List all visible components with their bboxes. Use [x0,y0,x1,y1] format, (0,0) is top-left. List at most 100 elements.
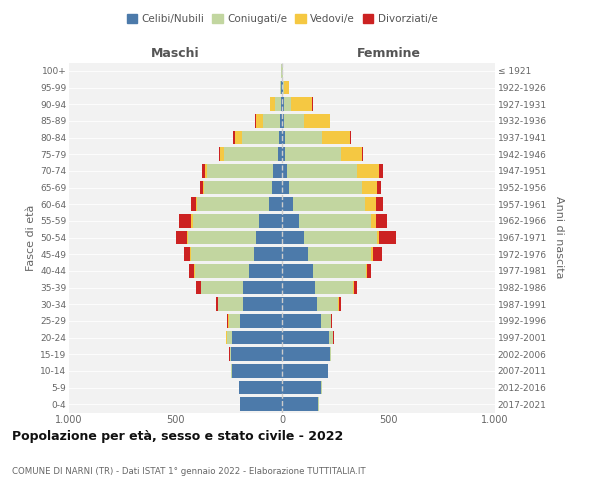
Bar [379,164,383,177]
Bar [256,114,263,128]
Bar [190,248,191,261]
Y-axis label: Anni di nascita: Anni di nascita [554,196,564,278]
Bar [241,314,282,328]
Bar [282,198,293,211]
Bar [281,98,282,111]
Bar [282,264,313,278]
Bar [242,280,282,294]
Bar [304,114,330,128]
Bar [232,364,282,378]
Bar [219,148,220,161]
Legend: Celibi/Nubili, Coniugati/e, Vedovi/e, Divorziati/e: Celibi/Nubili, Coniugati/e, Vedovi/e, Di… [122,10,442,29]
Bar [282,230,304,244]
Bar [282,298,317,311]
Bar [282,280,315,294]
Bar [281,80,282,94]
Bar [282,398,318,411]
Bar [275,98,281,111]
Bar [376,214,388,228]
Bar [313,264,366,278]
Bar [230,348,231,361]
Bar [289,180,362,194]
Bar [179,214,191,228]
Bar [282,180,289,194]
Bar [175,230,187,244]
Bar [282,330,329,344]
Bar [331,314,332,328]
Bar [284,80,289,94]
Bar [282,380,322,394]
Bar [284,114,304,128]
Bar [194,264,249,278]
Bar [322,314,331,328]
Bar [329,330,333,344]
Bar [293,198,365,211]
Bar [279,130,282,144]
Bar [282,164,287,177]
Bar [282,314,322,328]
Bar [216,298,218,311]
Bar [291,98,313,111]
Y-axis label: Fasce di età: Fasce di età [26,204,36,270]
Bar [299,214,371,228]
Bar [241,398,282,411]
Bar [365,198,376,211]
Bar [231,348,282,361]
Bar [367,264,371,278]
Bar [235,130,242,144]
Bar [203,180,204,194]
Bar [242,130,279,144]
Bar [220,148,224,161]
Bar [371,248,373,261]
Text: COMUNE DI NARNI (TR) - Dati ISTAT 1° gennaio 2022 - Elaborazione TUTTITALIA.IT: COMUNE DI NARNI (TR) - Dati ISTAT 1° gen… [12,468,365,476]
Bar [283,80,284,94]
Bar [254,248,282,261]
Bar [191,214,193,228]
Bar [188,230,256,244]
Bar [284,98,291,111]
Bar [184,248,190,261]
Bar [196,280,200,294]
Bar [270,98,275,111]
Bar [304,230,377,244]
Bar [282,98,284,111]
Bar [322,130,350,144]
Bar [197,198,269,211]
Bar [272,180,282,194]
Bar [354,280,357,294]
Bar [227,330,232,344]
Bar [191,248,254,261]
Bar [191,198,196,211]
Bar [229,314,241,328]
Bar [259,214,282,228]
Bar [278,148,282,161]
Bar [285,130,322,144]
Bar [274,164,282,177]
Bar [282,114,284,128]
Bar [282,348,330,361]
Bar [280,80,281,94]
Bar [200,180,203,194]
Bar [208,164,274,177]
Bar [377,180,381,194]
Text: Popolazione per età, sesso e stato civile - 2022: Popolazione per età, sesso e stato civil… [12,430,343,443]
Bar [282,148,285,161]
Bar [280,114,282,128]
Bar [242,298,282,311]
Bar [287,164,356,177]
Bar [362,148,363,161]
Bar [350,130,351,144]
Bar [201,280,242,294]
Bar [232,330,282,344]
Bar [249,264,282,278]
Text: Femmine: Femmine [356,47,421,60]
Bar [339,298,341,311]
Bar [282,364,328,378]
Bar [256,230,282,244]
Bar [282,248,308,261]
Text: Maschi: Maschi [151,47,200,60]
Bar [224,148,278,161]
Bar [282,214,299,228]
Bar [362,180,377,194]
Bar [193,214,259,228]
